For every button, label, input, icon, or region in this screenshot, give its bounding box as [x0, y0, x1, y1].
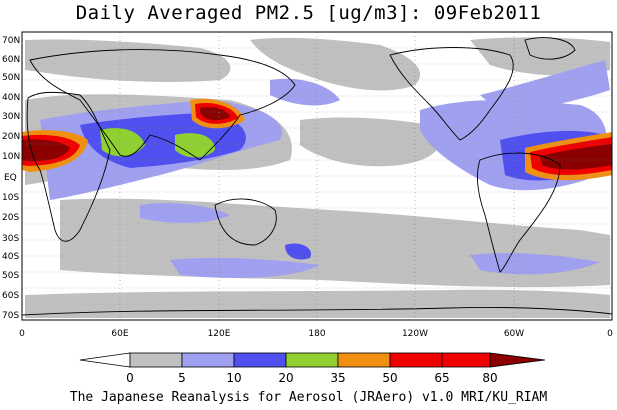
colorbar-high-arrow — [489, 352, 546, 368]
graticule — [22, 32, 612, 320]
lon-label: 60E — [111, 329, 128, 339]
field-lightblue-pacific-north — [270, 78, 340, 106]
colorbar-swatch — [389, 352, 443, 368]
colorbar-low-arrow — [79, 352, 131, 368]
coast-eurasia — [29, 49, 296, 161]
lon-label: 180 — [308, 329, 325, 339]
lon-label: 60W — [504, 329, 524, 339]
lat-label: 10S — [2, 193, 19, 203]
colorbar-tick: 5 — [178, 371, 186, 385]
colorbar-swatch — [181, 352, 235, 368]
lat-label: 30N — [2, 112, 20, 122]
colorbar-swatch — [337, 352, 391, 368]
lat-label: 30S — [2, 234, 19, 244]
footer-credit: The Japanese Reanalysis for Aerosol (JRA… — [69, 390, 548, 405]
colorbar-tick: 50 — [382, 371, 397, 385]
field-darkred-africa — [22, 139, 70, 162]
colorbar-tick: 35 — [330, 371, 345, 385]
colorbar-ticks: 0 5 10 20 35 50 65 80 — [126, 371, 497, 385]
lat-label: 70N — [2, 36, 20, 46]
lat-label: 70S — [2, 311, 19, 321]
colorbar-swatch — [441, 352, 491, 368]
field-lightblue-south-pacific — [170, 257, 320, 278]
colorbar-tick: 10 — [226, 371, 241, 385]
lat-label: 40S — [2, 252, 19, 262]
colorbar — [79, 352, 546, 368]
lat-label: 40N — [2, 93, 20, 103]
lat-label: 60S — [2, 291, 19, 301]
field-blue-south-pacific-spot — [285, 243, 311, 260]
field-gray-eurasia — [25, 39, 231, 83]
field-gray-north-pacific — [250, 37, 421, 91]
colorbar-tick: 65 — [434, 371, 449, 385]
lon-label: 120W — [402, 329, 428, 339]
lat-label: 20S — [2, 213, 19, 223]
field-lightblue-atlantic-north — [480, 60, 610, 112]
lat-label: 10N — [2, 152, 20, 162]
colorbar-tick: 80 — [482, 371, 497, 385]
map-frame — [21, 31, 613, 321]
coast-antarctica — [21, 307, 613, 316]
field-green-se-asia — [175, 133, 215, 158]
coast-africa — [26, 91, 111, 242]
colorbar-tick: 20 — [278, 371, 293, 385]
lon-label: 0 — [607, 329, 613, 339]
coast-greenland — [524, 37, 576, 60]
aerosol-fields — [22, 37, 612, 318]
colorbar-swatch — [129, 352, 183, 368]
lon-label: 0 — [19, 329, 25, 339]
lat-label: 60N — [2, 55, 20, 65]
coast-australia — [214, 198, 277, 246]
lat-label: 20N — [2, 132, 20, 142]
lat-label: 50N — [2, 73, 20, 83]
lat-label: EQ — [4, 173, 17, 183]
colorbar-swatch — [233, 352, 287, 368]
coast-north-america — [389, 47, 514, 141]
field-green-india — [100, 128, 145, 157]
field-gray-central-pacific — [300, 117, 440, 167]
lat-label: 50S — [2, 271, 19, 281]
coast-south-america — [477, 152, 561, 273]
colorbar-tick: 0 — [126, 371, 134, 385]
field-darkred-china — [200, 107, 230, 121]
map-title: Daily Averaged PM2.5 [ug/m3]: 09Feb2011 — [75, 2, 542, 24]
longitude-labels: 0 60E 120E 180 120W 60W 0 — [19, 329, 613, 339]
latitude-labels: 70N 60N 50N 40N 30N 20N 10N EQ 10S 20S 3… — [2, 36, 20, 321]
colorbar-swatch — [285, 352, 339, 368]
coastlines — [21, 37, 613, 316]
lon-label: 120E — [208, 329, 231, 339]
field-gray-north-atlantic — [470, 37, 610, 76]
